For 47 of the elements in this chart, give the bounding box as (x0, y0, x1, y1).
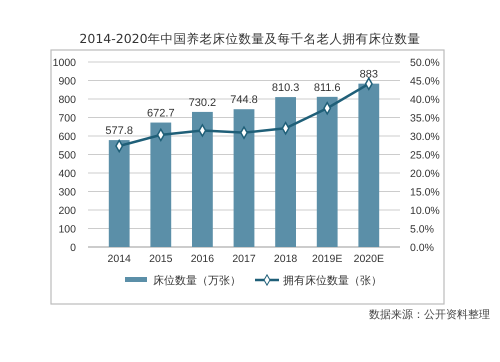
y2-tick-label: 40.0% (410, 94, 440, 106)
bar (358, 84, 380, 247)
y2-tick-label: 20.0% (410, 168, 440, 180)
bar (234, 109, 254, 247)
x-tick-label: 2015 (149, 253, 173, 265)
x-tick-label: 2020E (354, 253, 384, 265)
y2-tick-label: 45.0% (410, 76, 440, 88)
x-tick-label: 2016 (190, 253, 214, 265)
bar (150, 122, 172, 247)
x-tick-label: 2014 (108, 253, 132, 265)
legend-label: 拥有床位数量（张） (283, 274, 382, 287)
y-tick-label: 200 (58, 205, 76, 217)
bar (275, 97, 296, 247)
y2-tick-label: 5.0% (410, 224, 434, 236)
data-label: 730.2 (188, 96, 216, 109)
data-label: 810.3 (272, 82, 300, 94)
y2-tick-label: 10.0% (410, 205, 440, 217)
y-tick-label: 800 (58, 94, 76, 106)
y-tick-label: 600 (58, 131, 76, 143)
legend-label: 床位数量（万张） (153, 274, 241, 287)
chart-title: 2014-2020年中国养老床位数量及每千名老人拥有床位数量 (79, 31, 421, 46)
data-label: 744.8 (230, 94, 258, 106)
data-label: 883 (360, 68, 378, 81)
y2-tick-label: 15.0% (410, 186, 440, 198)
y-tick-label: 700 (58, 112, 76, 124)
y-tick-label: 300 (58, 186, 76, 198)
data-label: 672.7 (147, 108, 175, 120)
y2-tick-label: 35.0% (410, 112, 440, 124)
y-tick-label: 900 (58, 76, 76, 88)
x-tick-label: 2018 (274, 253, 298, 265)
bar (316, 96, 338, 247)
x-tick-label: 2019E (312, 253, 342, 265)
data-label: 811.6 (314, 82, 341, 94)
x-tick-label: 2017 (232, 253, 256, 265)
data-label: 577.8 (105, 125, 133, 138)
y2-tick-label: 30.0% (410, 131, 440, 143)
y-tick-label: 0 (70, 242, 76, 254)
bar (108, 140, 130, 247)
y2-tick-label: 50.0% (410, 57, 440, 69)
y2-tick-label: 0.0% (410, 242, 434, 254)
source-note: 数据来源：公开资料整理 (369, 308, 490, 321)
y2-tick-label: 25.0% (410, 150, 440, 162)
y-tick-label: 1000 (52, 57, 76, 69)
y-tick-label: 100 (58, 224, 76, 236)
bar (192, 112, 213, 247)
y-tick-label: 500 (58, 150, 76, 162)
y-tick-label: 400 (58, 168, 76, 180)
